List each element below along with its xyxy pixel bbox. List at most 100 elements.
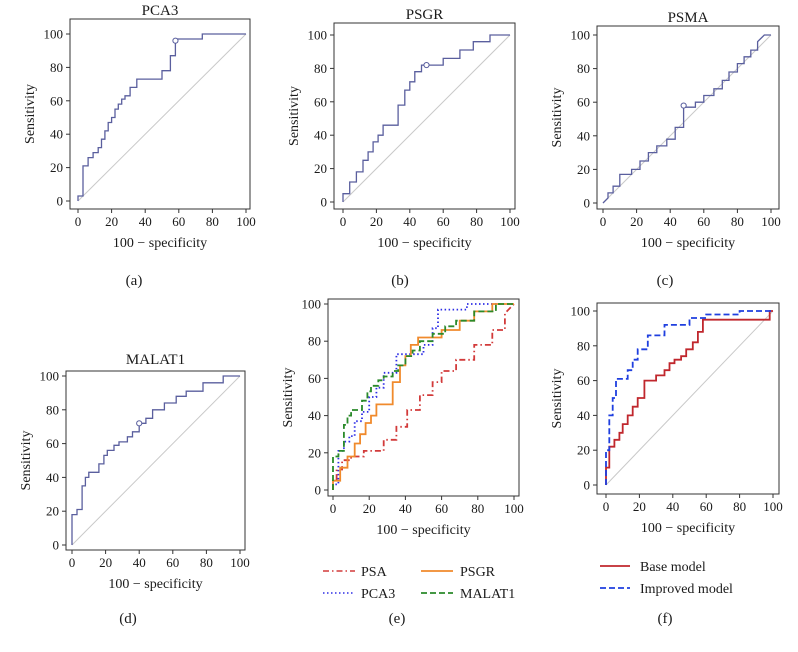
x-tick-label: 40	[399, 501, 412, 516]
y-axis-label: Sensitivity	[550, 369, 565, 429]
plot-frame	[327, 298, 520, 497]
x-tick-label: 80	[206, 214, 219, 229]
y-tick-label: 60	[577, 95, 590, 110]
legend-label-psgr: PSGR	[460, 565, 496, 580]
y-tick-label: 40	[577, 408, 590, 423]
x-tick-label: 20	[99, 555, 112, 570]
reference-diagonal	[77, 33, 247, 202]
reference-diagonal	[605, 310, 774, 486]
plot-frame	[69, 18, 251, 210]
y-tick-label: 100	[40, 369, 60, 384]
y-tick-label: 0	[315, 483, 322, 498]
x-tick-label: 60	[166, 555, 179, 570]
plot-frame	[596, 302, 780, 495]
plot-frame	[65, 370, 246, 551]
plot-frame	[596, 25, 780, 210]
x-tick-label: 60	[437, 214, 450, 229]
x-tick-label: 0	[600, 214, 607, 229]
x-tick-label: 100	[504, 501, 524, 516]
x-tick-label: 100	[230, 555, 250, 570]
y-tick-label: 40	[314, 128, 327, 143]
x-tick-label: 60	[700, 499, 713, 514]
y-axis-label: Sensitivity	[23, 84, 38, 144]
panel-label-f: (f)	[658, 611, 673, 627]
roc-curve-psgr	[342, 34, 510, 202]
y-axis-label: Sensitivity	[281, 368, 296, 428]
plot-frame	[333, 22, 516, 210]
y-tick-label: 80	[46, 402, 59, 417]
legend-label-base-model: Base model	[640, 560, 706, 575]
y-tick-label: 20	[308, 445, 321, 460]
panel-label-d: (d)	[119, 611, 137, 627]
x-tick-label: 0	[330, 501, 337, 516]
x-tick-label: 80	[470, 214, 483, 229]
y-tick-label: 40	[577, 128, 590, 143]
y-tick-label: 20	[577, 443, 590, 458]
y-tick-label: 20	[577, 162, 590, 177]
optimal-cutoff-marker	[680, 102, 687, 109]
x-tick-label: 40	[139, 214, 152, 229]
x-tick-label: 60	[172, 214, 185, 229]
y-tick-label: 80	[50, 60, 63, 75]
y-tick-label: 100	[571, 304, 591, 319]
x-tick-label: 60	[697, 214, 710, 229]
x-tick-label: 20	[370, 214, 383, 229]
y-tick-label: 60	[314, 94, 327, 109]
chart-panel-c: PSMA 0 20 40 60 80 100 0 20 40 60 80 100 100 − specif…	[550, 10, 781, 251]
roc-curve-pca3	[77, 33, 246, 201]
y-tick-label: 0	[584, 478, 591, 493]
x-axis-label: 100 − specificity	[641, 521, 735, 536]
chart-title: MALAT1	[126, 352, 185, 368]
y-tick-label: 40	[50, 127, 63, 142]
roc-curve-psgr	[332, 303, 514, 490]
optimal-cutoff-marker	[423, 61, 430, 69]
roc-curve-improved-model	[605, 310, 773, 485]
x-axis-label: 100 − specificity	[113, 236, 207, 251]
x-tick-label: 100	[500, 214, 520, 229]
y-tick-label: 20	[46, 504, 59, 519]
y-tick-label: 80	[308, 334, 321, 349]
legend-e: PSA PCA3 PSGR MALAT1	[323, 565, 515, 602]
chart-title: PCA3	[142, 3, 179, 19]
x-tick-label: 80	[471, 501, 484, 516]
y-tick-label: 100	[302, 297, 322, 312]
x-tick-label: 80	[733, 499, 746, 514]
x-tick-label: 40	[664, 214, 677, 229]
legend-label-pca3: PCA3	[361, 587, 395, 602]
chart-panel-d: MALAT1 0 20 40 60 80 100 0 20 40 60 80 100 100 − spec…	[19, 352, 250, 592]
optimal-cutoff-marker	[172, 37, 179, 44]
x-tick-label: 100	[761, 214, 781, 229]
y-tick-label: 60	[46, 436, 59, 451]
legend-label-malat1: MALAT1	[460, 587, 515, 602]
y-tick-label: 20	[50, 160, 63, 175]
x-tick-label: 80	[200, 555, 213, 570]
legend-label-improved-model: Improved model	[640, 582, 733, 597]
x-tick-label: 0	[603, 499, 610, 514]
y-tick-label: 80	[577, 61, 590, 76]
x-tick-label: 100	[763, 499, 783, 514]
x-tick-label: 40	[666, 499, 679, 514]
roc-curve-pca3	[332, 303, 514, 490]
y-tick-label: 40	[46, 470, 59, 485]
chart-panel-e: 0 20 40 60 80 100 0 20 40 60 80 100 100 − specificit…	[281, 297, 524, 539]
panel-label-b: (b)	[391, 273, 409, 289]
roc-curve-malat1	[71, 375, 240, 545]
y-tick-label: 0	[321, 195, 328, 210]
x-tick-label: 40	[133, 555, 146, 570]
roc-curve-malat1	[332, 303, 514, 490]
x-tick-label: 60	[435, 501, 448, 516]
x-axis-label: 100 − specificity	[376, 523, 470, 538]
y-tick-label: 80	[577, 338, 590, 353]
x-tick-label: 0	[75, 214, 82, 229]
x-axis-label: 100 − specificity	[108, 577, 202, 592]
y-axis-label: Sensitivity	[19, 431, 34, 491]
legend-label-psa: PSA	[361, 565, 388, 580]
y-tick-label: 60	[577, 373, 590, 388]
chart-panel-b: PSGR 0 20 40 60 80 100 0 20 40 60 80 100 100 − specif…	[287, 7, 520, 251]
x-tick-label: 40	[403, 214, 416, 229]
reference-diagonal	[342, 34, 511, 203]
chart-title: PSGR	[406, 7, 444, 23]
x-tick-label: 0	[340, 214, 347, 229]
panel-label-a: (a)	[126, 273, 143, 289]
